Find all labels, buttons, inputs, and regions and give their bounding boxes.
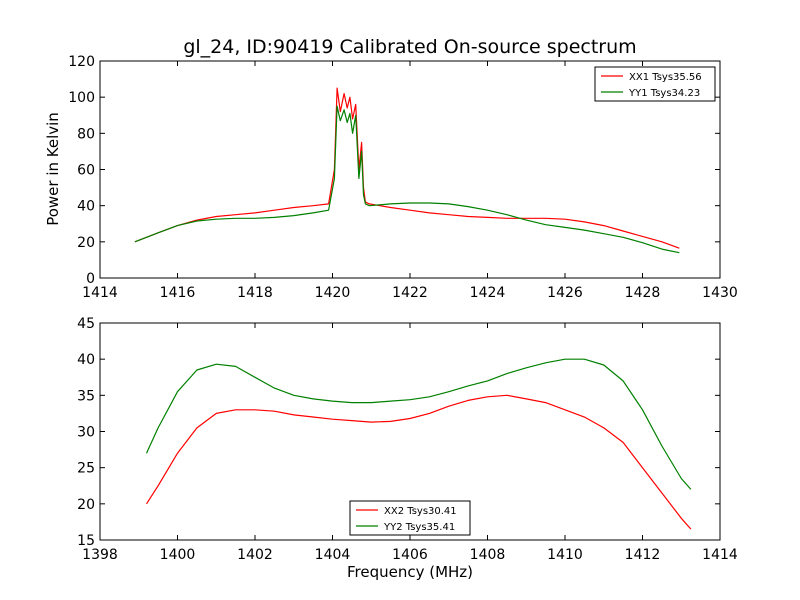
x-tick-label: 1414: [702, 547, 738, 563]
x-tick-label: 1402: [237, 547, 273, 563]
x-tick-label: 1404: [315, 547, 351, 563]
subplot-2: 1398 1400 1402 1404 1406 1408 1410 1412 1414 15 20…: [77, 316, 738, 563]
x-tick-label: 1410: [547, 547, 583, 563]
y-tick-label: 35: [77, 388, 95, 404]
legend-label: YY1 Tsys34.23: [628, 88, 700, 99]
legend-label: XX2 Tsys30.41: [384, 506, 457, 517]
x-tick-label: 1426: [547, 285, 583, 301]
x-tick-label: 1414: [82, 285, 118, 301]
legend-1: XX1 Tsys35.56 YY1 Tsys34.23: [594, 66, 716, 102]
x-tick-label: 1418: [237, 285, 273, 301]
x-tick-label: 1406: [392, 547, 428, 563]
y-tick-label: 40: [77, 352, 95, 368]
x-tick-label: 1398: [82, 547, 118, 563]
x-axis-title: Frequency (MHz): [347, 563, 473, 581]
series-line-xx2-tsys30-41: [145, 394, 692, 530]
y-tick-label: 25: [77, 461, 95, 477]
y-tick-label: 40: [77, 199, 95, 215]
series-line-xx1-tsys35-56: [134, 87, 680, 249]
y-tick-label: 0: [86, 271, 95, 287]
legend-2: XX2 Tsys30.41 YY2 Tsys35.41: [349, 500, 471, 536]
y-tick-label: 60: [77, 163, 95, 179]
y-tick-label: 20: [77, 497, 95, 513]
x-tick-label: 1422: [392, 285, 428, 301]
x-tick-label: 1412: [625, 547, 661, 563]
x-tick-label: 1430: [702, 285, 738, 301]
legend-label: YY2 Tsys35.41: [383, 522, 455, 533]
series-line-yy2-tsys35-41: [145, 358, 692, 490]
x-tick-label: 1420: [315, 285, 351, 301]
x-tick-label: 1416: [160, 285, 196, 301]
y-tick-label: 30: [77, 425, 95, 441]
y-axis-title: Power in Kelvin: [44, 112, 62, 226]
y-tick-label: 120: [68, 54, 95, 70]
subplot-1: 1414 1416 1418 1420 1422 1424 1426 1428 1430 0 20 4…: [68, 54, 738, 301]
y-tick-label: 45: [77, 316, 95, 332]
x-tick-label: 1408: [470, 547, 506, 563]
y-tick-label: 100: [68, 90, 95, 106]
y-tick-label: 80: [77, 126, 95, 142]
plots-group: 1414 1416 1418 1420 1422 1424 1426 1428 1430 0 20 4…: [68, 54, 738, 563]
x-tick-label: 1428: [625, 285, 661, 301]
y-tick-label: 20: [77, 235, 95, 251]
series-line-yy1-tsys34-23: [134, 105, 680, 254]
legend-box: [594, 66, 716, 102]
chart-title: gl_24, ID:90419 Calibrated On-source spe…: [183, 36, 636, 58]
x-tick-label: 1400: [160, 547, 196, 563]
y-tick-label: 15: [77, 533, 95, 549]
legend-label: XX1 Tsys35.56: [629, 72, 702, 83]
legend-box: [349, 500, 471, 536]
x-tick-label: 1424: [470, 285, 506, 301]
